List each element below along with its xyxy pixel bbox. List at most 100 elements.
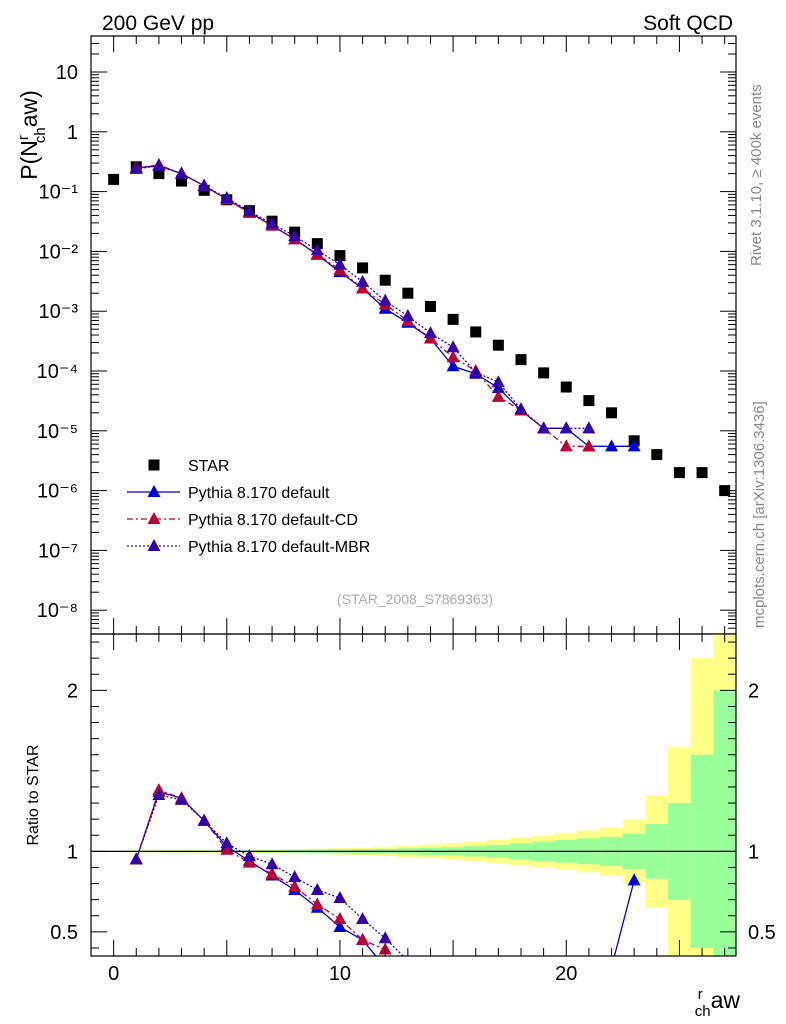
legend: STAR Pythia 8.170 default Pythia 8.170 def…	[127, 458, 370, 556]
distribution-plot: 10⁻⁸ 10⁻⁷ 10⁻⁶ 10⁻⁵ 10⁻⁴ 10⁻³ 10⁻² 10⁻¹ 1 10 (STA…	[15, 35, 737, 635]
legend-entry: Pythia 8.170 default	[127, 485, 330, 502]
data-point	[515, 354, 527, 366]
main-ylabel-main: P(N	[16, 140, 42, 180]
ratio-point	[333, 920, 347, 933]
data-point	[605, 439, 619, 452]
data-point	[310, 243, 324, 256]
data-point	[583, 395, 595, 407]
data-point	[560, 381, 572, 393]
data-point	[446, 359, 460, 372]
legend-entry: STAR	[148, 458, 229, 475]
ratio-point	[310, 897, 324, 910]
data-point	[492, 339, 504, 351]
ratio-point	[356, 932, 370, 945]
data-point	[446, 340, 460, 353]
ratio-line	[135, 789, 386, 951]
data-point	[220, 191, 234, 204]
data-point	[401, 309, 415, 322]
ratio-plot-frame	[90, 633, 737, 957]
main-y-tick-label: 10⁻¹	[39, 182, 79, 204]
data-point	[424, 300, 436, 312]
ratio-point	[310, 882, 324, 895]
energy-label: 200 GeV pp	[102, 12, 214, 35]
data-point	[606, 407, 618, 419]
legend-marker	[147, 512, 161, 524]
data-point	[651, 449, 663, 461]
main-ylabel-sup: r	[15, 135, 32, 140]
ratio-point	[220, 842, 234, 855]
ratio-point	[356, 911, 370, 924]
main-y-tick-label: 10⁻⁴	[37, 361, 78, 383]
ratio-point	[152, 788, 166, 800]
main-y-tick-label: 10⁻⁵	[37, 421, 78, 443]
data-point	[334, 250, 346, 262]
data-point	[559, 421, 573, 434]
ratio-point	[242, 855, 256, 868]
legend-marker	[147, 485, 161, 497]
data-point	[446, 350, 460, 363]
main-y-tick-label: 10⁻⁸	[37, 600, 78, 622]
data-point	[357, 262, 369, 274]
ratio-xlabel-rest: aw	[711, 987, 741, 1013]
inner-uncertainty-band	[713, 690, 736, 956]
ratio-plot: 0.5 0.5 1 1 2 2 0 10 20 Ratio to STAR r chaw	[25, 633, 776, 1020]
data-point	[582, 439, 596, 452]
ratio-point	[129, 852, 143, 865]
data-point	[379, 274, 391, 286]
data-point	[491, 389, 505, 402]
data-point	[696, 467, 708, 479]
ratio-point	[333, 911, 347, 924]
ratio-xlabel-sub: ch	[695, 1003, 711, 1020]
data-point	[333, 257, 347, 270]
data-point	[175, 166, 189, 179]
ratio-y-tick-label-right: 0.5	[748, 922, 776, 944]
data-point	[356, 281, 370, 294]
data-point	[108, 173, 120, 185]
data-point	[242, 204, 256, 217]
main-y-tick-label: 10⁻³	[39, 301, 79, 323]
ratio-x-axis-label: r chaw	[695, 986, 741, 1020]
series-3	[129, 158, 596, 434]
legend-entry: Pythia 8.170 default-CD	[127, 512, 358, 529]
data-point	[537, 421, 551, 434]
main-y-tick-label: 10⁻⁷	[38, 540, 78, 562]
x-tick-label: 10	[329, 963, 351, 985]
main-ylabel-sub: ch	[32, 127, 49, 143]
series-2	[129, 157, 596, 452]
data-point	[559, 439, 573, 452]
data-point	[129, 161, 143, 174]
ratio-point	[242, 849, 256, 862]
data-point	[673, 467, 685, 479]
data-point	[378, 293, 392, 306]
x-tick-label: 20	[555, 963, 577, 985]
data-point	[491, 375, 505, 388]
ratio-point	[265, 857, 279, 870]
rivet-version-label: Rivet 3.1.10, ≥ 400k events	[748, 84, 765, 266]
legend-label: Pythia 8.170 default	[188, 485, 330, 502]
data-point	[153, 168, 165, 180]
ratio-point	[197, 813, 211, 826]
main-y-tick-label: 10⁻⁶	[37, 481, 78, 503]
ratio-y-tick-label-right: 1	[748, 841, 759, 863]
data-point	[423, 326, 437, 339]
analysis-id-label: (STAR_2008_S7869363)	[337, 591, 493, 607]
ratio-y-tick-label: 2	[67, 680, 78, 702]
ratio-point	[378, 931, 392, 944]
ratio-xlabel-sup: r	[698, 986, 703, 1003]
ratio-y-tick-label: 0.5	[50, 922, 78, 944]
data-point	[197, 178, 211, 191]
x-tick-label: 0	[108, 963, 119, 985]
ratio-point	[288, 879, 302, 892]
legend-marker	[147, 539, 161, 551]
data-point	[470, 326, 482, 338]
ratio-y-tick-label-right: 2	[748, 680, 759, 702]
data-point	[447, 313, 459, 325]
ratio-point	[333, 891, 347, 904]
svg-text:P(Nrchaw): P(Nrchaw)	[15, 90, 49, 180]
ratio-point	[220, 836, 234, 849]
series-line	[136, 165, 589, 429]
mcplots-reference-label: mcplots.cern.ch [arXiv:1306.3436]	[751, 401, 768, 628]
data-point	[469, 365, 483, 378]
legend-label: Pythia 8.170 default-CD	[188, 512, 358, 529]
main-ylabel-rest: aw)	[16, 90, 42, 127]
